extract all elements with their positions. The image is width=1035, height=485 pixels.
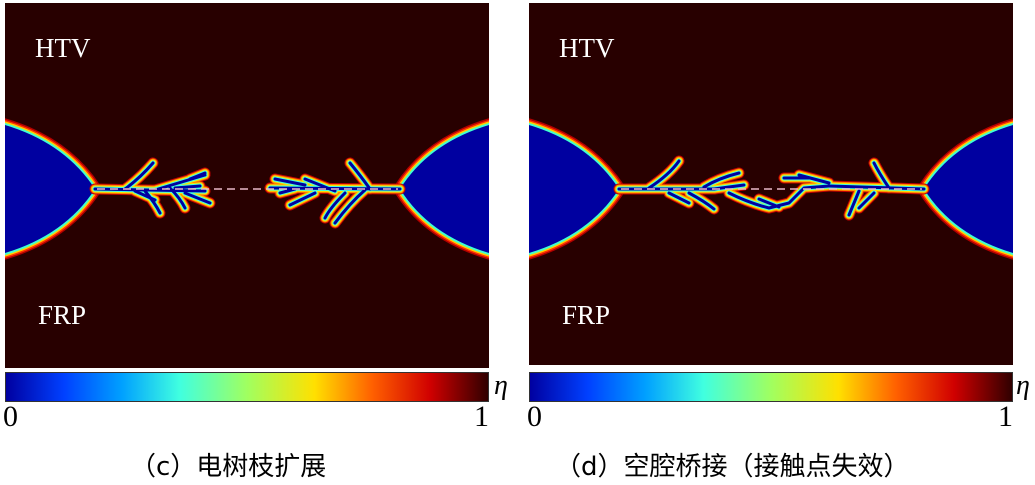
htv-label: HTV [35, 33, 91, 63]
tree-branch [333, 188, 367, 225]
right-cavity [924, 125, 1013, 253]
htv-label: HTV [559, 33, 615, 63]
tree-branch [647, 159, 681, 190]
tree-branch [143, 189, 162, 215]
tree-branch [173, 184, 202, 190]
phase-field-map-d [529, 3, 1013, 365]
phase-field-map-c [5, 3, 489, 368]
tree-branch [667, 191, 691, 205]
colorbar-d [529, 372, 1013, 402]
colorbar-c [5, 372, 489, 402]
tree-branch [303, 177, 337, 193]
tree-branch [273, 177, 307, 187]
left-cavity [5, 125, 95, 253]
tree-branch [857, 191, 876, 210]
tree-branch [797, 173, 831, 185]
tree-branch [757, 197, 781, 209]
tree-branch [687, 191, 716, 211]
tree-branch [188, 171, 207, 181]
caption-c: （c）电树枝扩展 [130, 452, 327, 482]
tree-branch [168, 186, 187, 210]
panel-c-electrical-tree-growth: HTV FRP [5, 3, 489, 368]
tree-branch [872, 161, 891, 190]
tree-branch [727, 184, 831, 210]
right-cavity [400, 125, 489, 253]
frp-label: FRP [38, 300, 87, 330]
panel-d-cavity-bridging: HTV FRP [529, 3, 1013, 365]
colorbar-min-d: 0 [527, 400, 542, 433]
colorbar-max-d: 1 [998, 400, 1013, 433]
left-cavity [529, 125, 619, 253]
tree-branch [288, 191, 317, 207]
tree-branch [323, 191, 347, 220]
frp-label: FRP [562, 300, 611, 330]
caption-d: （d）空腔桥接（接触点失效） [555, 452, 910, 482]
tree-branch [123, 161, 155, 191]
tree-branch [348, 161, 372, 191]
colorbar-max-c: 1 [474, 400, 489, 433]
colorbar-symbol-c: η [494, 370, 508, 401]
tree-branch [847, 189, 861, 217]
tree-branch [702, 171, 741, 189]
colorbar-symbol-d: η [1016, 370, 1030, 401]
colorbar-min-c: 0 [3, 400, 18, 433]
tree-branch [183, 191, 212, 205]
